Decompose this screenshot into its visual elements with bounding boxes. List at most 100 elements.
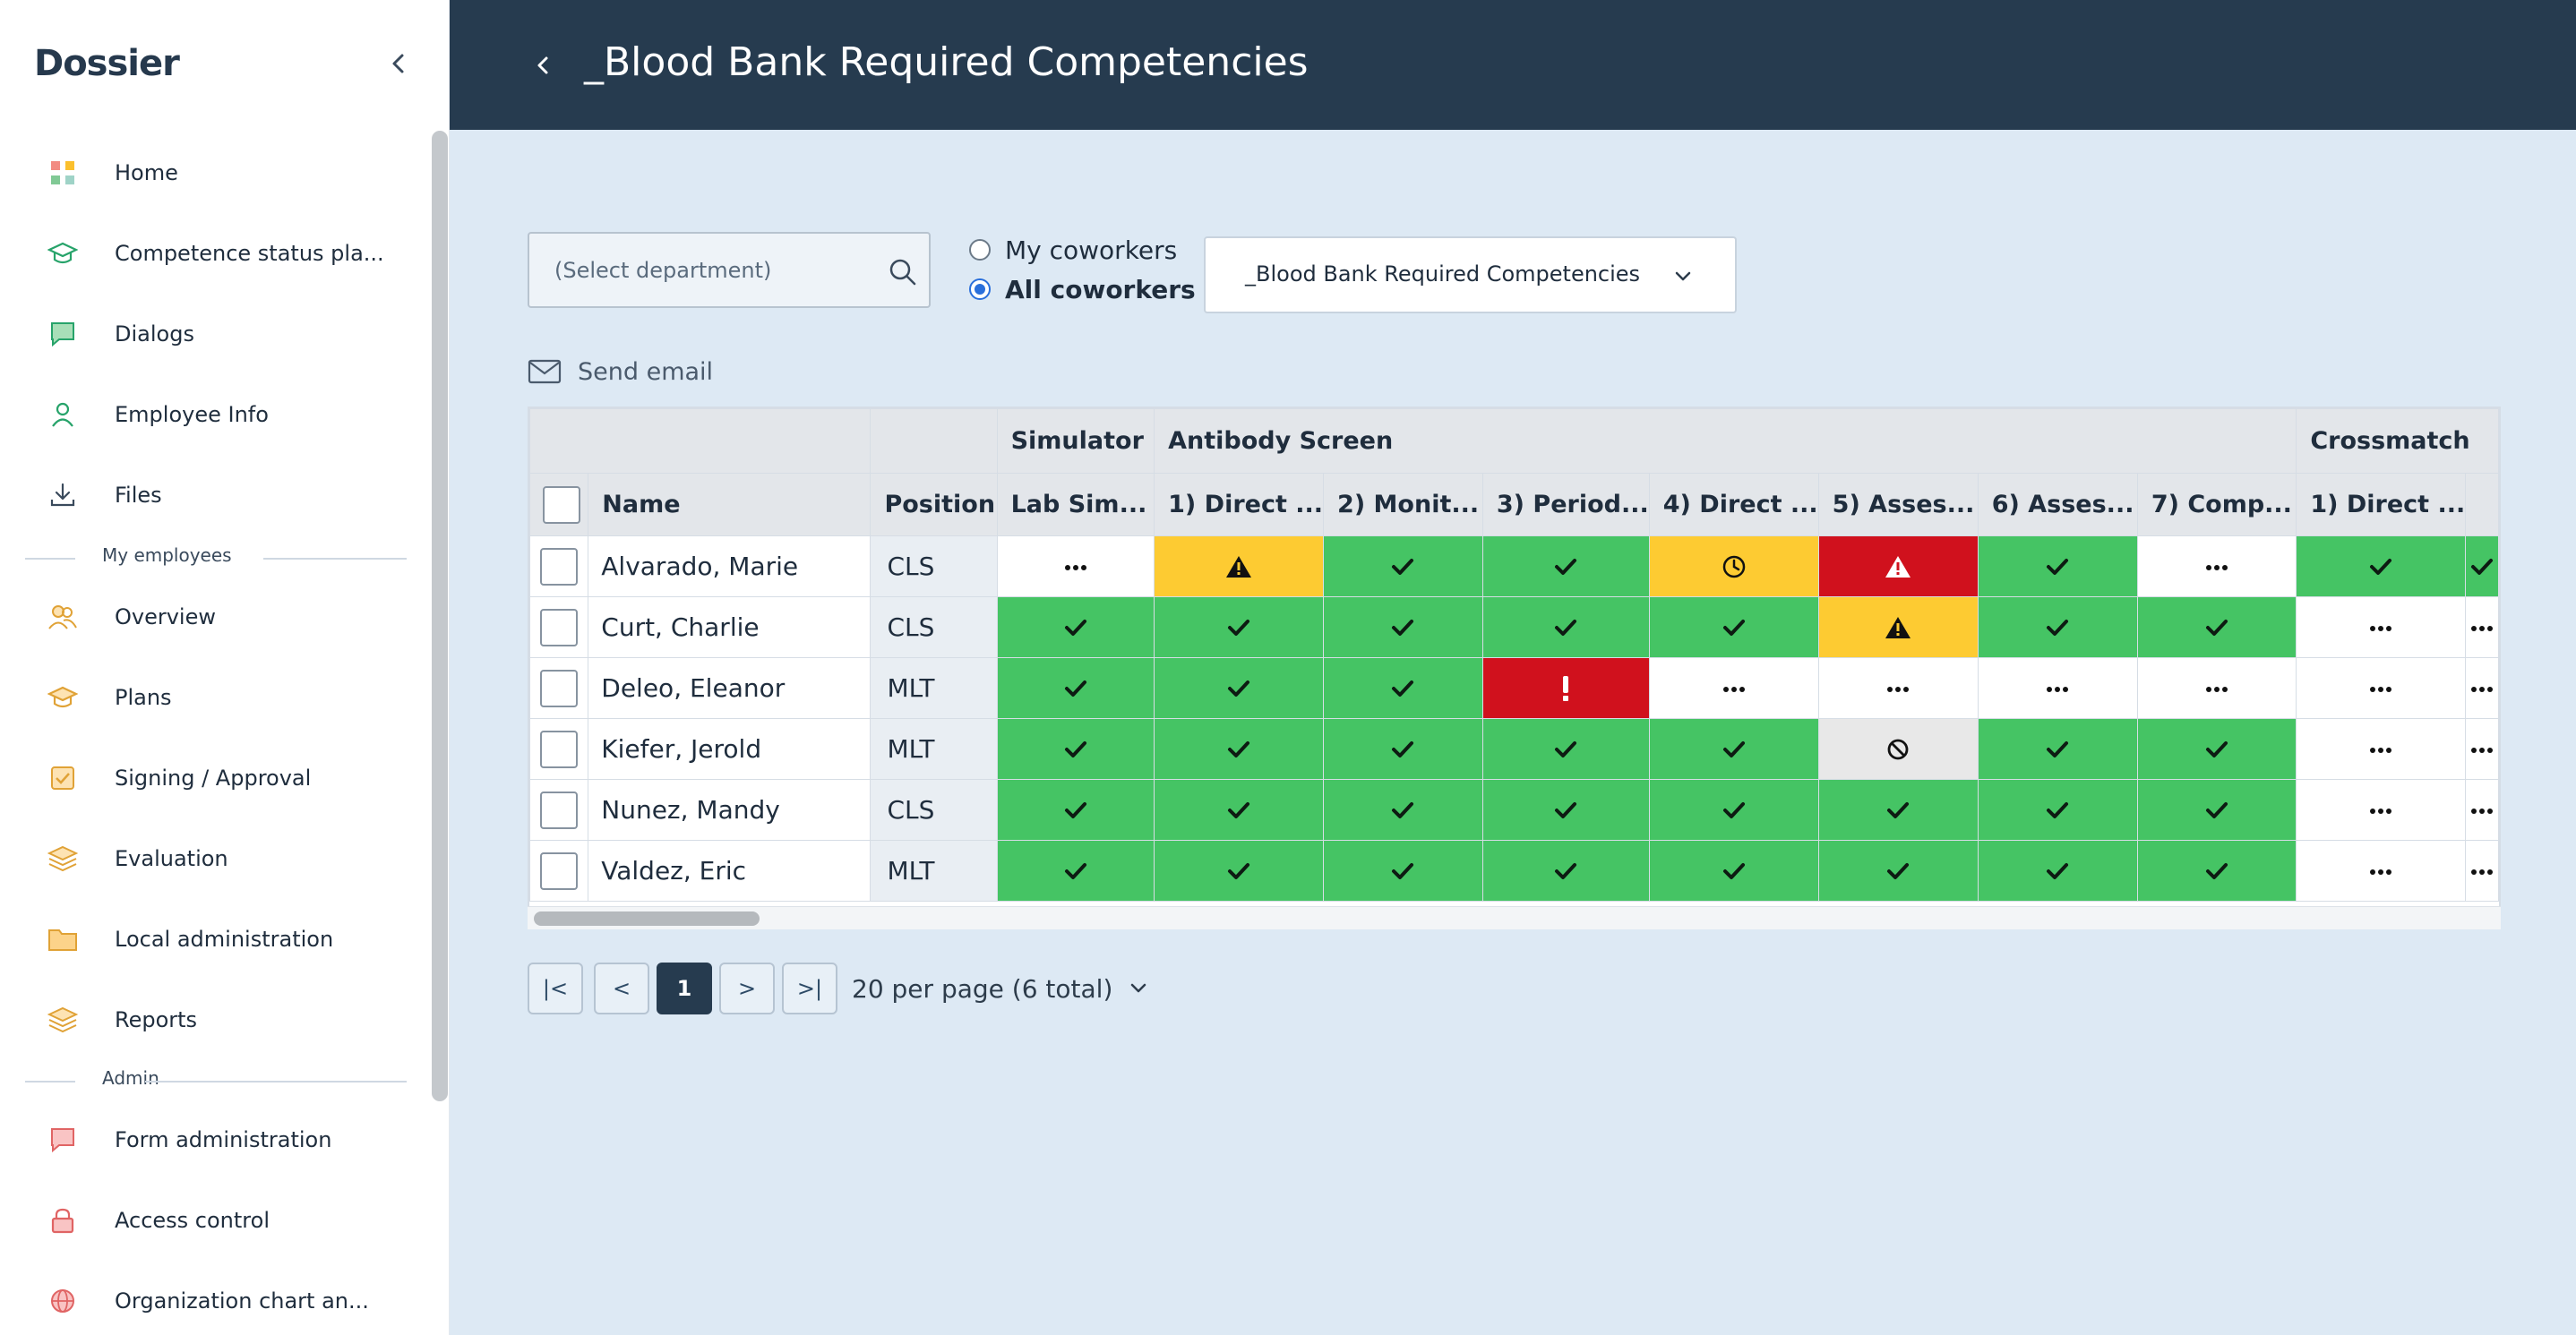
- competency-status-cell[interactable]: [2465, 657, 2499, 719]
- column-header-competency[interactable]: 1) Direct ...: [2296, 473, 2467, 536]
- competency-status-cell[interactable]: [2296, 718, 2467, 780]
- competency-status-cell[interactable]: [2296, 596, 2467, 658]
- competency-status-cell[interactable]: [1817, 657, 1979, 719]
- page-1-button[interactable]: 1: [657, 963, 712, 1014]
- competency-status-cell[interactable]: [1481, 840, 1650, 902]
- sidebar-item-employee-info[interactable]: Employee Info: [0, 383, 421, 446]
- column-header-competency[interactable]: 7) Comp...: [2136, 473, 2297, 536]
- horizontal-scrollbar-thumb[interactable]: [534, 911, 760, 926]
- radio-my-coworkers-circle[interactable]: [969, 239, 991, 261]
- sidebar-item-overview[interactable]: Overview: [0, 586, 421, 648]
- competency-status-cell[interactable]: [1648, 657, 1819, 719]
- competency-status-cell[interactable]: [1323, 840, 1483, 902]
- employee-name[interactable]: Curt, Charlie: [588, 596, 872, 658]
- select-all-checkbox[interactable]: [543, 485, 580, 524]
- competency-status-cell[interactable]: [996, 535, 1155, 597]
- row-checkbox[interactable]: [540, 608, 579, 646]
- competency-status-cell[interactable]: [1154, 718, 1325, 780]
- competency-status-cell[interactable]: [2136, 596, 2297, 658]
- competency-status-cell[interactable]: [996, 657, 1155, 719]
- sidebar-item-dialogs[interactable]: Dialogs: [0, 303, 421, 365]
- competency-status-cell[interactable]: [1817, 535, 1979, 597]
- competency-status-cell[interactable]: [1977, 718, 2138, 780]
- employee-name[interactable]: Alvarado, Marie: [588, 535, 872, 597]
- competency-status-cell[interactable]: [2136, 718, 2297, 780]
- sidebar-item-access[interactable]: Access control: [0, 1189, 421, 1252]
- competency-status-cell[interactable]: [1323, 535, 1483, 597]
- sidebar-item-local-admin[interactable]: Local administration: [0, 908, 421, 971]
- column-header-competency[interactable]: Lab Sim...: [996, 473, 1155, 536]
- sidebar-item-reports[interactable]: Reports: [0, 988, 421, 1051]
- competency-status-cell[interactable]: [1481, 718, 1650, 780]
- competency-status-cell[interactable]: [996, 596, 1155, 658]
- competency-status-cell[interactable]: [1648, 840, 1819, 902]
- employee-name[interactable]: Valdez, Eric: [588, 840, 872, 902]
- competency-status-cell[interactable]: [1977, 535, 2138, 597]
- row-checkbox[interactable]: [540, 669, 579, 707]
- first-page-button[interactable]: |<: [528, 963, 583, 1014]
- competency-status-cell[interactable]: [2465, 840, 2499, 902]
- horizontal-scrollbar[interactable]: [528, 906, 2501, 929]
- competency-status-cell[interactable]: [1648, 596, 1819, 658]
- competency-status-cell[interactable]: [1817, 840, 1979, 902]
- competency-status-cell[interactable]: [1817, 779, 1979, 841]
- radio-all-coworkers[interactable]: All coworkers: [969, 271, 1196, 307]
- competency-status-cell[interactable]: [2465, 596, 2499, 658]
- competency-status-cell[interactable]: [1648, 718, 1819, 780]
- column-header-competency[interactable]: 4) Direct ...: [1648, 473, 1819, 536]
- prev-page-button[interactable]: <: [594, 963, 649, 1014]
- competency-status-cell[interactable]: [2136, 779, 2297, 841]
- competency-status-cell[interactable]: [1481, 657, 1650, 719]
- back-button[interactable]: [528, 50, 559, 81]
- employee-name[interactable]: Kiefer, Jerold: [588, 718, 872, 780]
- search-icon[interactable]: [888, 257, 918, 287]
- row-checkbox[interactable]: [540, 730, 579, 768]
- competency-status-cell[interactable]: [2465, 535, 2499, 597]
- column-header-name[interactable]: Name: [588, 473, 872, 536]
- competency-status-cell[interactable]: [2296, 535, 2467, 597]
- sidebar-item-form-admin[interactable]: Form administration: [0, 1108, 421, 1171]
- competency-status-cell[interactable]: [2136, 657, 2297, 719]
- competency-status-cell[interactable]: [1323, 596, 1483, 658]
- last-page-button[interactable]: >|: [782, 963, 837, 1014]
- competency-status-cell[interactable]: [2465, 718, 2499, 780]
- sidebar-item-competence[interactable]: Competence status pla...: [0, 222, 421, 285]
- competency-status-cell[interactable]: [1977, 840, 2138, 902]
- competency-status-cell[interactable]: [1154, 596, 1325, 658]
- competency-status-cell[interactable]: [1648, 535, 1819, 597]
- competency-status-cell[interactable]: [1323, 657, 1483, 719]
- competency-status-cell[interactable]: [2136, 840, 2297, 902]
- radio-my-coworkers[interactable]: My coworkers: [969, 232, 1177, 268]
- radio-all-coworkers-circle[interactable]: [969, 278, 991, 300]
- competency-status-cell[interactable]: [1977, 596, 2138, 658]
- sidebar-item-plans[interactable]: Plans: [0, 666, 421, 729]
- competency-status-cell[interactable]: [2465, 779, 2499, 841]
- sidebar-item-files[interactable]: Files: [0, 464, 421, 526]
- sidebar-scrollbar[interactable]: [432, 131, 448, 1101]
- sidebar-item-signing[interactable]: Signing / Approval: [0, 747, 421, 809]
- competency-status-cell[interactable]: [1817, 596, 1979, 658]
- column-header-competency[interactable]: 1) Direct ...: [1154, 473, 1325, 536]
- competency-status-cell[interactable]: [1154, 657, 1325, 719]
- competency-status-cell[interactable]: [2296, 779, 2467, 841]
- collapse-sidebar-button[interactable]: [383, 48, 414, 79]
- competency-status-cell[interactable]: [1323, 718, 1483, 780]
- competency-status-cell[interactable]: [1977, 657, 2138, 719]
- per-page-select[interactable]: 20 per page (6 total): [852, 971, 1150, 1006]
- competency-status-cell[interactable]: [1481, 535, 1650, 597]
- competency-status-cell[interactable]: [2296, 657, 2467, 719]
- competency-status-cell[interactable]: [1154, 535, 1325, 597]
- column-header-competency[interactable]: 5) Asses...: [1817, 473, 1979, 536]
- column-header-competency[interactable]: [2465, 473, 2499, 536]
- send-email-button[interactable]: Send email: [528, 354, 713, 389]
- department-input[interactable]: [554, 253, 877, 287]
- competency-status-cell[interactable]: [2136, 535, 2297, 597]
- row-checkbox[interactable]: [540, 547, 579, 586]
- competency-status-cell[interactable]: [996, 718, 1155, 780]
- column-header-competency[interactable]: 2) Monit...: [1323, 473, 1483, 536]
- department-search[interactable]: [528, 232, 931, 308]
- row-checkbox[interactable]: [540, 791, 579, 829]
- competency-status-cell[interactable]: [1323, 779, 1483, 841]
- competency-status-cell[interactable]: [1481, 779, 1650, 841]
- sidebar-item-evaluation[interactable]: Evaluation: [0, 827, 421, 890]
